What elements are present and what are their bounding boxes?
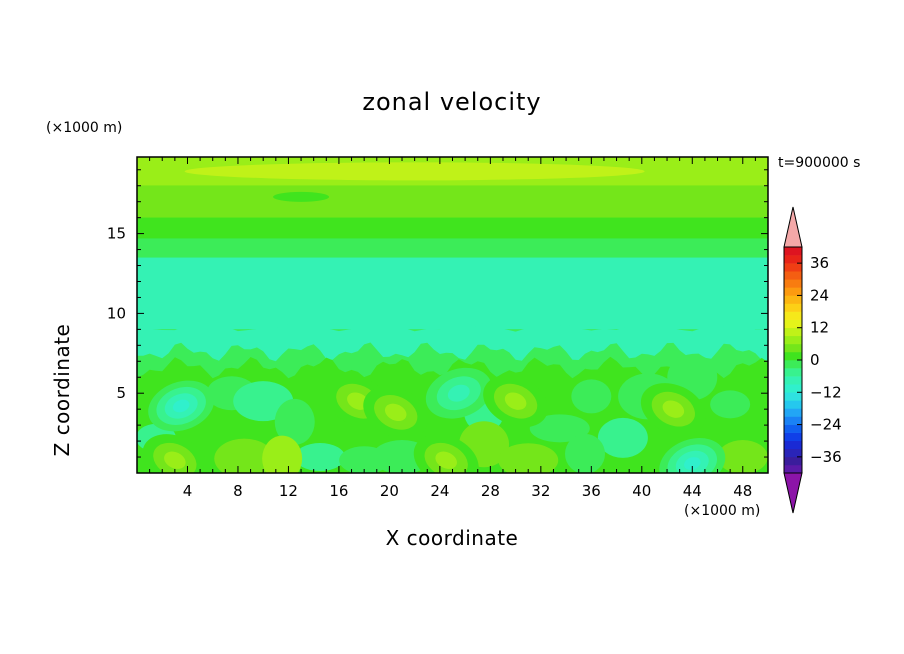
colorbar-segment: [784, 408, 802, 417]
x-tick-label: 44: [683, 482, 702, 500]
feature-0-level-4: [172, 399, 190, 413]
colorbar-tick-label: 0: [810, 351, 820, 369]
x-tick-label: 4: [183, 482, 193, 500]
colorbar-segment: [784, 464, 802, 474]
x-tick-label: 28: [481, 482, 500, 500]
feature-8-level-4: [684, 457, 701, 470]
colorbar-segment: [784, 400, 802, 409]
feature-6-level-3: [164, 451, 186, 469]
colorbar-segment: [784, 295, 802, 304]
eddy-18: [565, 433, 606, 473]
colorbar-segment: [784, 351, 802, 361]
velocity-band-3: [137, 238, 768, 258]
feature-3-level-3: [447, 384, 470, 402]
colorbar-tick-label: 24: [810, 286, 829, 304]
feature-1-level-3: [347, 392, 369, 410]
colorbar-segment: [784, 255, 802, 264]
eddy-17: [498, 443, 559, 473]
y-axis-label: Z coordinate: [50, 323, 74, 457]
colorbar-lower-extend: [783, 472, 803, 514]
x-tick-label: 48: [733, 482, 752, 500]
colorbar-segment: [784, 448, 802, 458]
colorbar-tick-label: 12: [810, 319, 829, 337]
y-tick-label: 15: [107, 225, 126, 243]
velocity-field: [137, 157, 768, 473]
x-tick-label: 12: [279, 482, 298, 500]
x-tick-label: 36: [582, 482, 601, 500]
colorbar-segment: [784, 271, 802, 280]
colorbar-tick-label: −36: [810, 448, 842, 466]
colorbar-segment: [784, 335, 802, 345]
colorbar-segment: [784, 456, 802, 466]
eddy-4: [294, 443, 345, 472]
x-axis-multiplier: (×1000 m): [684, 503, 761, 519]
colorbar-segment: [784, 384, 802, 393]
x-tick-label: 20: [380, 482, 399, 500]
time-stamp: t=900000 s: [778, 155, 861, 171]
upper-strip: [184, 162, 645, 181]
y-tick-label: 5: [116, 384, 126, 402]
eddy-3: [274, 398, 315, 445]
velocity-band-2: [137, 217, 768, 239]
colorbar: 36 24 12 0 −12 −24 −36: [783, 206, 842, 514]
x-tick-label: 8: [233, 482, 243, 500]
x-tick-label: 32: [531, 482, 550, 500]
eddy-15: [262, 435, 303, 473]
colorbar-segment: [784, 440, 802, 450]
feature-4-level-3: [504, 392, 527, 410]
eddy-16: [339, 446, 390, 473]
eddy-8: [529, 414, 590, 443]
colorbar-upper-extend: [783, 206, 803, 248]
colorbar-tick-label: −12: [810, 383, 842, 401]
eddy-12: [710, 390, 751, 419]
colorbar-segment: [784, 327, 802, 337]
eddy-14: [214, 438, 275, 473]
x-axis-label: X coordinate: [385, 526, 519, 550]
y-axis-multiplier: (×1000 m): [46, 120, 123, 136]
colorbar-segment: [784, 432, 802, 442]
x-tick-label: 40: [632, 482, 651, 500]
feature-2-level-3: [384, 403, 407, 422]
colorbar-segment: [784, 368, 802, 377]
x-tick-label: 16: [329, 482, 348, 500]
eddy-9: [571, 379, 612, 414]
colorbar-segment: [784, 319, 802, 329]
chart-title: zonal velocity: [362, 88, 542, 116]
upper-patch: [273, 191, 330, 202]
colorbar-segment: [784, 303, 802, 312]
feature-7-level-3: [435, 451, 457, 469]
turbulent-layer: [137, 342, 768, 473]
colorbar-segment: [784, 424, 802, 433]
velocity-band-4: [137, 257, 768, 330]
eddy-10: [597, 417, 648, 458]
colorbar-segment: [784, 279, 802, 288]
colorbar-tick-label: −24: [810, 416, 842, 434]
colorbar-tick-label: 36: [810, 254, 829, 272]
y-tick-label: 10: [107, 304, 126, 322]
x-tick-label: 24: [430, 482, 449, 500]
velocity-band-1: [137, 185, 768, 218]
colorbar-segment: [784, 311, 802, 320]
colorbar-segment: [784, 263, 802, 272]
colorbar-segment: [784, 343, 802, 353]
colorbar-segment: [784, 287, 802, 296]
feature-5-level-3: [662, 400, 685, 418]
eddy-13: [717, 440, 768, 473]
colorbar-segment: [784, 247, 802, 256]
colorbar-segment: [784, 360, 802, 369]
colorbar-segment: [784, 392, 802, 401]
colorbar-segment: [784, 376, 802, 385]
colorbar-segment: [784, 416, 802, 425]
